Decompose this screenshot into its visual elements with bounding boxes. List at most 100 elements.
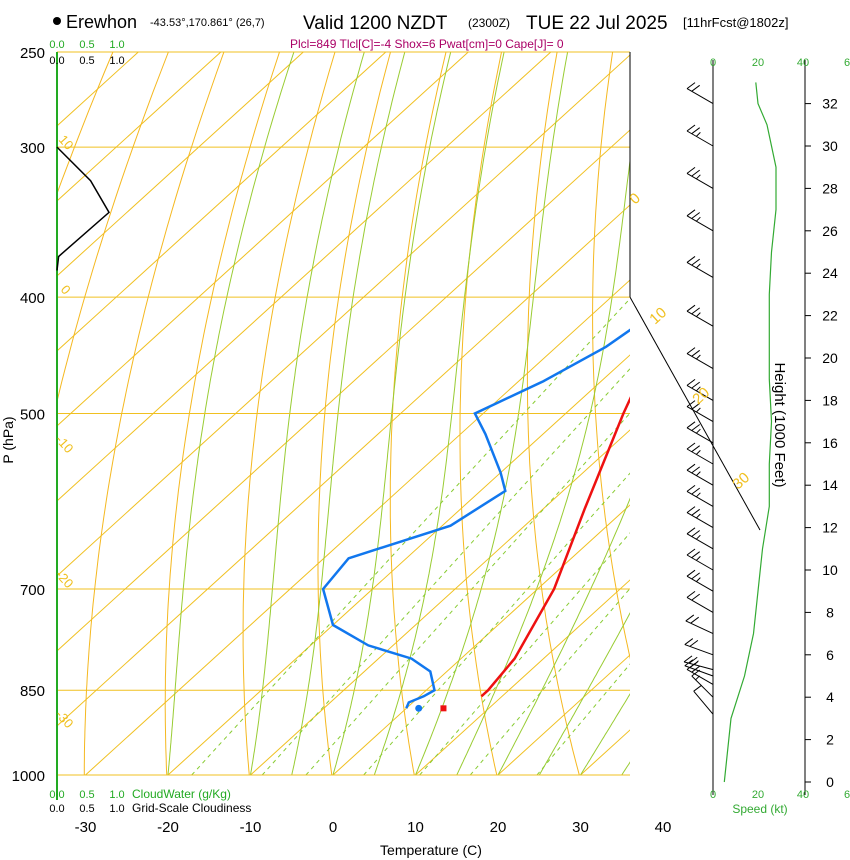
temperature-tick-label: -20 [157,819,179,836]
wind-barb [686,256,714,278]
wind-barb-flag [686,484,696,492]
surface-temperature-marker [440,705,447,712]
wind-barb-staff [686,490,714,507]
wind-barb-flag [686,421,696,429]
cloudwater-top-tick: 0.0 [49,39,64,51]
wind-barb-flag [686,548,696,556]
isotherm-line [57,52,387,352]
wind-barb-staff [686,596,714,613]
height-axis-title: Height (1000 Feet) [771,362,788,487]
valid-time: Valid 1200 NZDT [303,13,448,34]
pressure-tick-label: 500 [20,407,45,424]
mixing-ratio-line [536,663,630,775]
wind-barb-flag [696,132,701,137]
wind-barb-staff [686,262,714,278]
utc-time: (2300Z) [468,16,510,30]
temperature-tick-label: 10 [407,819,424,836]
profiles [321,328,630,712]
thermo-background: 1 2 3 5 8 12 20 [57,52,850,792]
wind-barb [686,347,714,370]
moist-adiabat-line [497,497,630,775]
isotherm-label: 0 [626,190,644,208]
wind-barb-flag [696,312,701,317]
wind-barb-flag [696,428,701,434]
isobars [57,51,630,776]
wind-barb-staff [684,644,714,656]
wind-barb-flag [686,569,696,577]
wind-barb [686,548,714,571]
wind-barb-staff [686,384,714,401]
speed-top-tick: 6 [844,57,850,69]
wind-barb-staff [686,469,714,486]
isotherm-label: 10 [646,304,670,328]
moist-adiabat-line [456,157,630,775]
wind-barb-staff [686,554,714,571]
cloudiness-top-tick: 0.0 [49,55,64,67]
moist-adiabat-line [291,52,406,775]
wind-barb-flag [691,530,700,537]
temperature-tick-label: 30 [572,819,589,836]
wind-barb-staff [686,310,714,327]
dry-adiabat-line [164,52,281,775]
height-tick-label: 26 [822,223,838,239]
isotherm-line [746,52,850,775]
wind-speed-line [723,82,777,783]
wind-panel: 0246810121416182022242628303200202040406… [683,57,850,801]
wind-barb-flag [691,466,700,474]
wind-barb-staff [683,661,714,671]
speed-bottom-tick: 0 [710,789,716,801]
wind-barb-flag [686,442,696,450]
cloudwater-bottom-tick: 1.0 [109,789,124,801]
wind-barb-flag [691,551,700,559]
wind-barb-flag [694,660,699,666]
cloudwater-bottom-tick: 0.0 [49,789,64,801]
cloudiness-bottom-tick: 0.5 [79,803,94,815]
wind-barb [686,463,714,486]
wind-barb-flag [686,166,696,174]
wind-barb-flag [696,386,701,392]
temperature-tick-label: -10 [240,819,262,836]
wind-barb-flag [684,638,694,645]
wind-barb-flag [691,127,700,135]
station-name: Erewhon [66,12,137,32]
station-bullet-icon [53,17,61,25]
mixing-ratio-label: 20 [528,771,549,791]
wind-barb [686,124,714,147]
wind-barb [686,378,714,401]
wind-barb-flag [686,82,696,89]
mixing-ratio-label: 8 [410,777,426,792]
height-tick-label: 28 [822,180,838,196]
speed-top-tick: 0 [710,57,716,69]
wind-barb-staff [686,512,714,529]
pressure-tick-label: 850 [20,683,45,700]
wind-barb [686,569,714,592]
wind-barb-flag [686,400,696,408]
mixing-ratio-label: 3 [297,777,313,792]
mixing-ratio-label: 12 [461,771,482,791]
height-tick-label: 8 [826,604,834,620]
cloudwater-label: CloudWater (g/Kg) [132,787,231,801]
wind-barb-staff [684,665,714,677]
cloudwater-top-tick: 1.0 [109,39,124,51]
isotherm-line [250,429,630,775]
wind-barb [693,684,714,715]
wind-barb-flag [691,424,700,431]
wind-barb-flag [686,256,696,263]
wind-barb [686,304,714,327]
wind-barb [686,484,714,507]
isotherm-line [57,52,304,277]
wind-barb-flag [696,513,701,519]
wind-barb-staff [691,675,714,698]
isotherm-line [332,504,630,775]
wind-barb-flag [686,378,696,386]
wind-barb-flag [686,506,696,513]
wind-barb-flag [690,616,700,624]
wind-barb-flag [691,572,700,580]
pressure-tick-label: 300 [20,140,45,157]
height-tick-label: 30 [822,138,838,154]
valid-date: TUE 22 Jul 2025 [526,13,668,34]
dry-adiabat-line [317,52,392,775]
wind-barb-staff [686,406,714,423]
wind-barb [686,591,714,613]
